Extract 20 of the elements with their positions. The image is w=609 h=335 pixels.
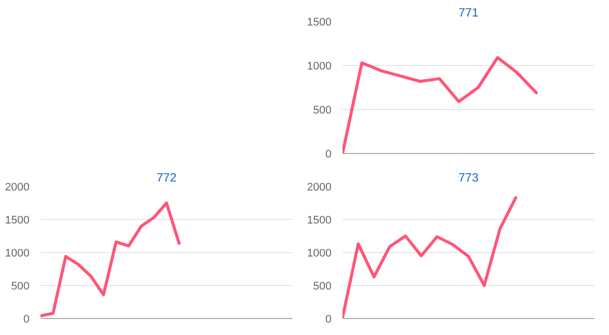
- chart-title: 772: [156, 170, 177, 184]
- y-tick-label: 0: [325, 148, 332, 160]
- line-series: [342, 56, 538, 154]
- y-tick-label: 1000: [307, 248, 332, 260]
- y-tick-label: 500: [313, 280, 332, 292]
- y-tick-label: 1500: [307, 16, 332, 28]
- y-tick-label: 2000: [307, 182, 332, 194]
- chart-title: 773: [458, 170, 479, 184]
- y-tick-label: 0: [325, 314, 332, 326]
- chart-title: 771: [458, 6, 479, 20]
- y-tick-label: 1000: [307, 60, 332, 72]
- y-tick-label: 500: [11, 280, 30, 292]
- y-tick-label: 1500: [5, 214, 30, 226]
- y-tick-label: 1500: [307, 214, 332, 226]
- y-tick-label: 2000: [5, 182, 30, 194]
- y-tick-label: 500: [313, 104, 332, 116]
- line-series: [40, 202, 181, 318]
- line-series: [342, 196, 518, 318]
- y-tick-label: 1000: [5, 248, 30, 260]
- y-tick-label: 0: [23, 314, 30, 326]
